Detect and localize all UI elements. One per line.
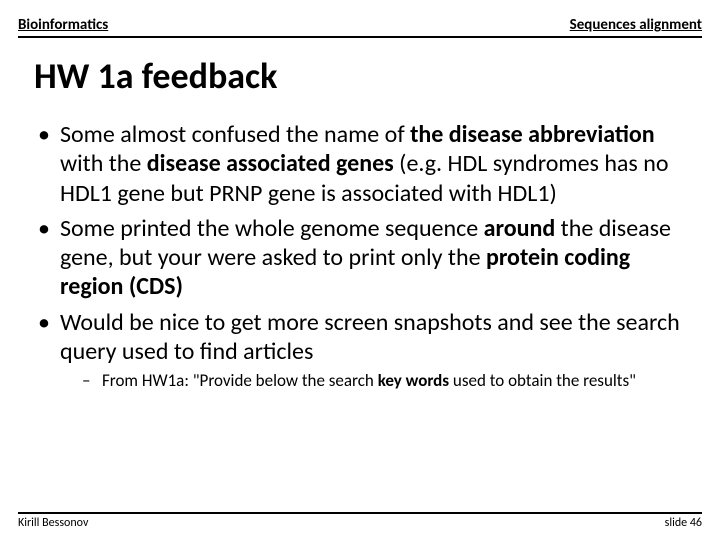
bullet-item: Would be nice to get more screen snapsho…	[34, 308, 698, 392]
bullet-item: Some printed the whole genome sequence a…	[34, 214, 698, 302]
body-content: Some almost confused the name of the dis…	[34, 120, 698, 397]
sub-bullet-list: From HW1a: "Provide below the search key…	[80, 370, 698, 391]
bullet-item: Some almost confused the name of the dis…	[34, 120, 698, 208]
header-right-label: Sequences alignment	[570, 16, 702, 36]
header-bar: Bioinformatics Sequences alignment	[18, 10, 702, 38]
footer-author: Kirill Bessonov	[18, 516, 88, 530]
footer-slide-number: slide 46	[665, 516, 702, 530]
footer-bar: Kirill Bessonov slide 46	[18, 512, 702, 530]
sub-bullet-item: From HW1a: "Provide below the search key…	[80, 370, 698, 391]
page-title: HW 1a feedback	[34, 54, 277, 98]
slide: Bioinformatics Sequences alignment HW 1a…	[0, 0, 720, 540]
bullet-list: Some almost confused the name of the dis…	[34, 120, 698, 391]
header-left-label: Bioinformatics	[18, 16, 108, 36]
